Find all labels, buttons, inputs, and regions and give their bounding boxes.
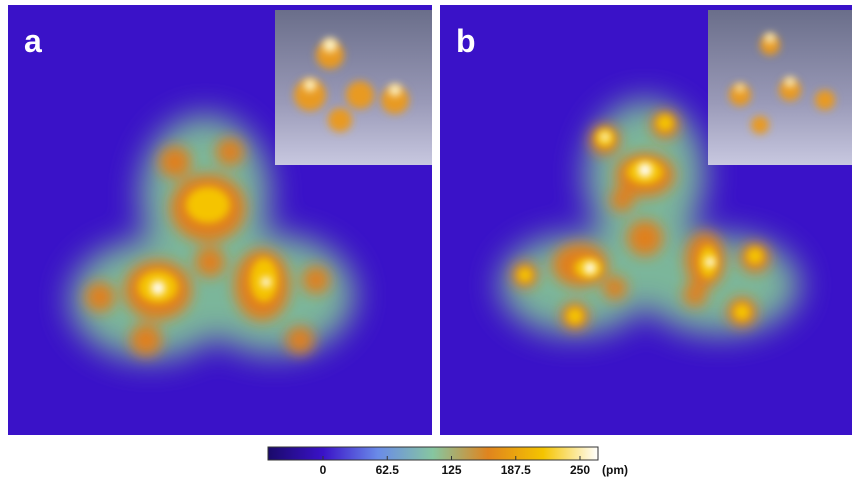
tick-label: 187.5 — [501, 463, 531, 477]
colorbar: (pm) 0 62.5 125 187.5 250 — [268, 447, 628, 477]
tick-label: 250 — [570, 463, 590, 477]
page: {"panels": [{"label": "a"}, {"label": "b… — [0, 0, 852, 479]
tick-label: 0 — [320, 463, 327, 477]
panel-label: a — [24, 23, 42, 59]
tick-label: 125 — [441, 463, 461, 477]
tick-label: 62.5 — [376, 463, 400, 477]
panel-b: b — [440, 5, 852, 435]
colorbar-unit: (pm) — [602, 463, 628, 477]
figure: a b (pm) 0 62.5 125 187.5 250 — [0, 0, 852, 479]
panel-a: a — [8, 5, 432, 435]
panel-label: b — [456, 23, 476, 59]
colorbar-scale — [268, 447, 598, 460]
